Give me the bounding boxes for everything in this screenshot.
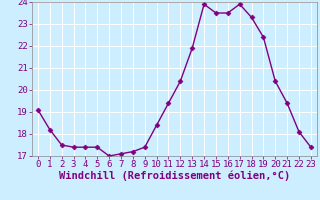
X-axis label: Windchill (Refroidissement éolien,°C): Windchill (Refroidissement éolien,°C) [59,171,290,181]
